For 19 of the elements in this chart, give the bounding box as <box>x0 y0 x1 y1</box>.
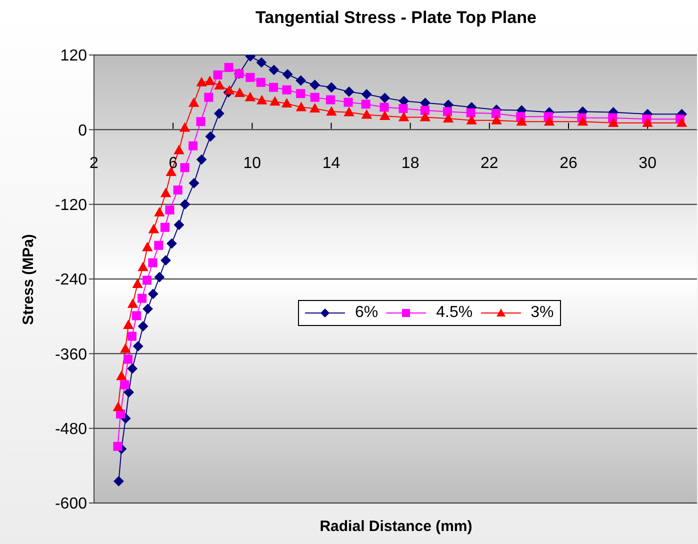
x-tick-label: 14 <box>322 154 340 172</box>
legend-label: 3% <box>530 304 554 322</box>
x-tick-label: 10 <box>243 154 262 172</box>
x-tick-label: 18 <box>401 154 420 172</box>
x-tick-label: 26 <box>560 154 578 172</box>
y-axis-title: Stress (MPa) <box>20 234 36 325</box>
y-tick-label: -120 <box>54 197 88 214</box>
y-tick-label: -240 <box>54 272 88 289</box>
y-tick-label: -360 <box>54 346 88 364</box>
y-tick-label: -480 <box>54 421 88 438</box>
y-tick-label: 0 <box>78 122 88 140</box>
x-axis-title: Radial Distance (mm) <box>318 518 474 535</box>
x-tick-label: 30 <box>638 154 657 172</box>
x-tick-label: 22 <box>480 154 498 172</box>
legend-label: 4.5% <box>436 304 473 322</box>
y-tick-label: 120 <box>60 48 88 65</box>
y-tick-label: -600 <box>54 496 88 513</box>
chart-title: Tangential Stress - Plate Top Plane <box>254 8 538 28</box>
legend-label: 6% <box>355 304 378 322</box>
